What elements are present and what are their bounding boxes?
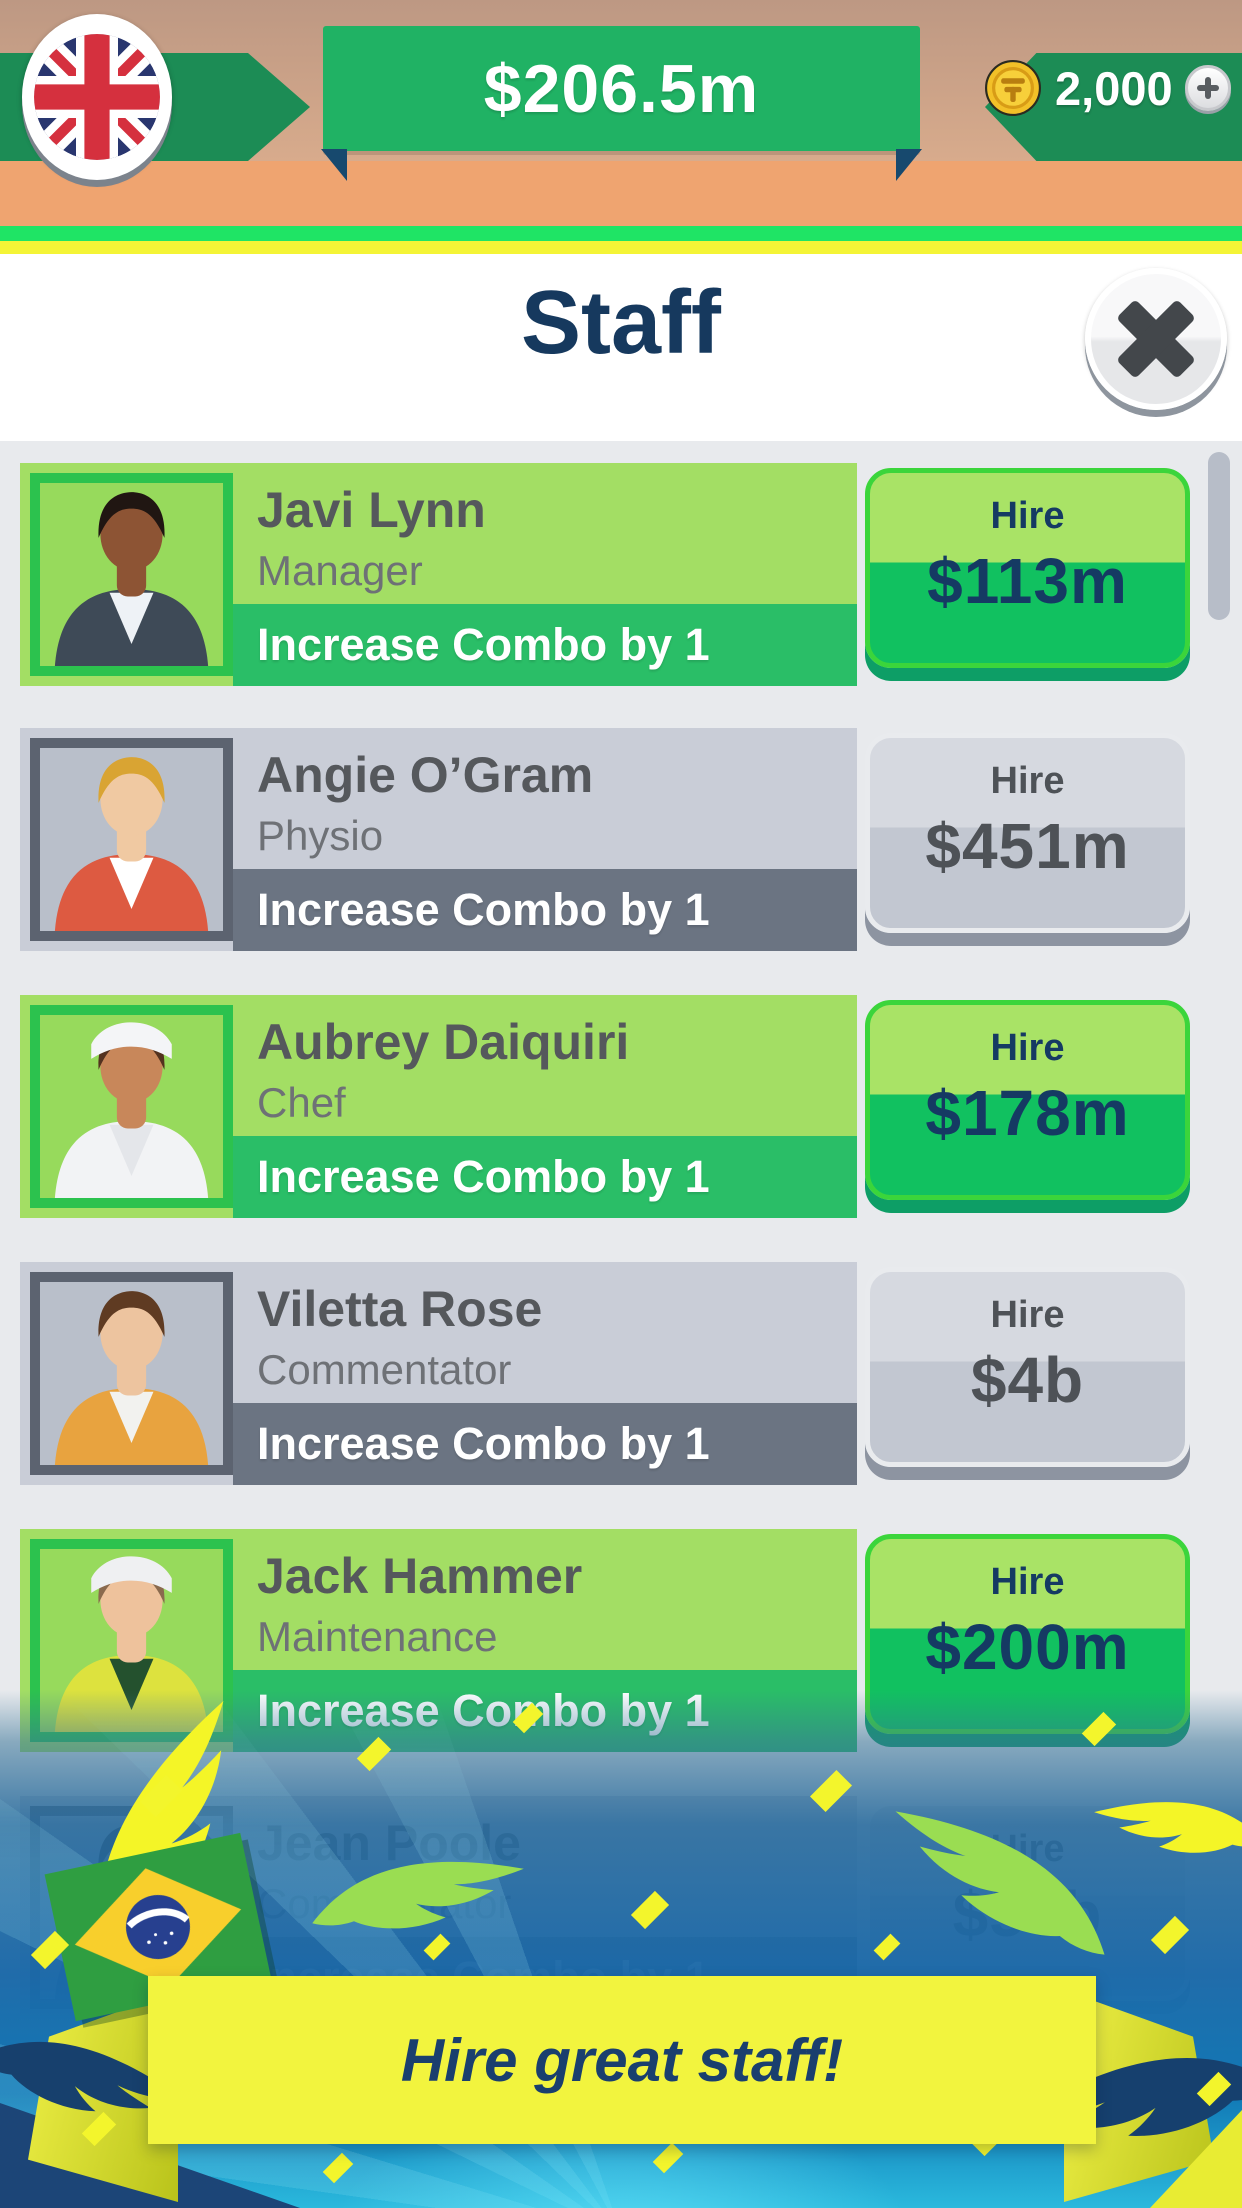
- staff-role: Manager: [257, 547, 423, 594]
- avatar-portrait-icon: [55, 492, 208, 666]
- hire-label: Hire: [990, 1294, 1065, 1336]
- staff-row: Angie O’Gram Physio Increase Combo by 1 …: [0, 728, 1242, 951]
- footer-overlay: Hire great staff!: [0, 1690, 1242, 2208]
- page-title: Staff: [521, 273, 721, 373]
- orange-band: [0, 161, 1242, 226]
- close-button[interactable]: [1085, 268, 1227, 410]
- ribbon-fold-icon: [321, 149, 347, 181]
- staff-role: Chef: [257, 1079, 346, 1126]
- coin-count: 2,000: [1055, 61, 1173, 115]
- money-amount: $206.5m: [483, 50, 760, 127]
- perk-strip: Increase Combo by 1: [233, 1403, 857, 1485]
- uk-flag-icon: [34, 34, 160, 160]
- hire-label: Hire: [990, 1027, 1065, 1069]
- staff-panel-header: Staff: [0, 254, 1242, 441]
- scrollbar-thumb[interactable]: [1208, 452, 1230, 620]
- hire-label: Hire: [990, 495, 1065, 537]
- tip-text: Hire great staff!: [400, 2026, 844, 2094]
- staff-name: Javi Lynn: [257, 482, 486, 538]
- staff-card: Javi Lynn Manager Increase Combo by 1: [20, 463, 857, 686]
- avatar-portrait-icon: [55, 1022, 208, 1198]
- hire-price: $451m: [925, 810, 1130, 882]
- avatar-portrait-icon: [55, 757, 208, 931]
- staff-row: Viletta Rose Commentator Increase Combo …: [0, 1262, 1242, 1485]
- staff-role: Physio: [257, 812, 384, 859]
- add-coins-button[interactable]: [1184, 65, 1231, 111]
- staff-role: Commentator: [257, 1346, 512, 1393]
- staff-name: Angie O’Gram: [257, 747, 594, 803]
- perk-strip: Increase Combo by 1: [233, 869, 857, 951]
- perk-strip: Increase Combo by 1: [233, 1136, 857, 1218]
- staff-name: Viletta Rose: [257, 1281, 543, 1337]
- hire-button[interactable]: Hire $4b: [865, 1267, 1190, 1467]
- tip-banner: Hire great staff!: [148, 1976, 1096, 2144]
- hire-price: $113m: [927, 545, 1128, 617]
- currency-counter: 2,000: [985, 60, 1231, 116]
- perk-text: Increase Combo by 1: [257, 884, 710, 935]
- staff-card: Angie O’Gram Physio Increase Combo by 1: [20, 728, 857, 951]
- staff-row: Javi Lynn Manager Increase Combo by 1 Hi…: [0, 463, 1242, 686]
- green-divider-strip: [0, 226, 1242, 241]
- money-banner[interactable]: $206.5m: [321, 26, 922, 181]
- hire-button[interactable]: Hire $451m: [865, 733, 1190, 933]
- staff-name: Aubrey Daiquiri: [257, 1014, 630, 1070]
- perk-text: Increase Combo by 1: [257, 1418, 710, 1469]
- country-flag-button[interactable]: [22, 14, 172, 180]
- perk-text: Increase Combo by 1: [257, 619, 710, 670]
- brazil-flag-icon: [44, 1832, 272, 2022]
- staff-name: Jack Hammer: [257, 1548, 583, 1604]
- staff-row: Aubrey Daiquiri Chef Increase Combo by 1…: [0, 995, 1242, 1218]
- staff-avatar: [30, 1005, 233, 1208]
- staff-card: Aubrey Daiquiri Chef Increase Combo by 1: [20, 995, 857, 1218]
- staff-avatar: [30, 473, 233, 676]
- perk-strip: Increase Combo by 1: [233, 604, 857, 686]
- hire-price: $200m: [925, 1611, 1130, 1683]
- staff-avatar: [30, 738, 233, 941]
- hire-label: Hire: [990, 760, 1065, 802]
- gold-coin-icon: [985, 60, 1041, 116]
- feather-icon: [874, 1806, 1126, 1960]
- perk-text: Increase Combo by 1: [257, 1151, 710, 1202]
- yellow-divider-strip: [0, 241, 1242, 254]
- staff-role: Maintenance: [257, 1613, 498, 1660]
- ribbon-fold-icon: [896, 149, 922, 181]
- hire-price: $4b: [970, 1344, 1085, 1416]
- staff-avatar: [30, 1272, 233, 1475]
- hire-label: Hire: [990, 1561, 1065, 1603]
- hire-button[interactable]: Hire $113m: [865, 468, 1190, 668]
- hire-button[interactable]: Hire $178m: [865, 1000, 1190, 1200]
- hire-price: $178m: [925, 1077, 1130, 1149]
- staff-card: Viletta Rose Commentator Increase Combo …: [20, 1262, 857, 1485]
- avatar-portrait-icon: [55, 1291, 208, 1465]
